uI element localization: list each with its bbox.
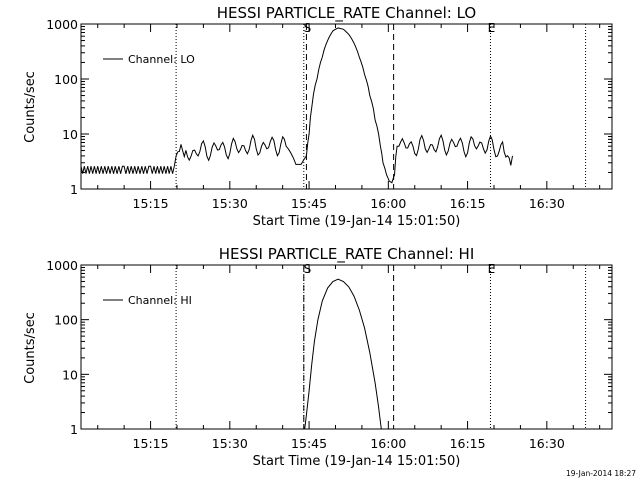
x-tick-label: 15:30	[212, 196, 248, 211]
y-tick-label: 1	[70, 182, 78, 197]
y-tick-label: 100	[54, 72, 78, 87]
y-tick-label: 10	[62, 367, 78, 382]
y-axis-label-hi: Counts/sec	[23, 312, 38, 384]
x-tick-label: 16:15	[450, 196, 486, 211]
time-marker-s: S	[304, 21, 312, 35]
chart-title-hi: HESSI PARTICLE_RATE Channel: HI	[219, 245, 475, 264]
x-axis-label-hi: Start Time (19-Jan-14 15:01:50)	[253, 454, 461, 469]
x-tick-label: 16:15	[450, 436, 486, 451]
series-line-lo	[80, 27, 513, 184]
x-tick-label: 15:30	[212, 436, 248, 451]
y-tick-label: 1000	[46, 17, 78, 32]
plot-frame-lo	[80, 23, 613, 190]
time-marker-e: E	[488, 262, 496, 276]
x-tick-label: 16:30	[529, 196, 565, 211]
x-tick-label: 16:00	[370, 196, 406, 211]
timestamp-label: 19-Jan-2014 18:27	[566, 469, 636, 478]
chart-title-lo: HESSI PARTICLE_RATE Channel: LO	[217, 4, 476, 23]
time-marker-s: S	[304, 262, 312, 276]
x-tick-label: 15:15	[133, 436, 169, 451]
series-line-hi	[304, 278, 382, 430]
legend-label-hi: Channel: HI	[128, 294, 192, 307]
plot-frame-hi	[80, 264, 613, 430]
y-tick-label: 1	[70, 422, 78, 437]
y-axis-label-lo: Counts/sec	[23, 71, 38, 143]
time-marker-e: E	[488, 21, 496, 35]
x-axis-label-lo: Start Time (19-Jan-14 15:01:50)	[253, 214, 461, 229]
x-tick-label: 15:45	[291, 196, 327, 211]
x-tick-label: 16:30	[529, 436, 565, 451]
x-tick-label: 15:45	[291, 436, 327, 451]
x-tick-label: 15:15	[133, 196, 169, 211]
y-tick-label: 100	[54, 313, 78, 328]
y-tick-label: 10	[62, 127, 78, 142]
x-tick-label: 16:00	[370, 436, 406, 451]
y-tick-label: 1000	[46, 258, 78, 273]
legend-label-lo: Channel: LO	[128, 53, 195, 66]
